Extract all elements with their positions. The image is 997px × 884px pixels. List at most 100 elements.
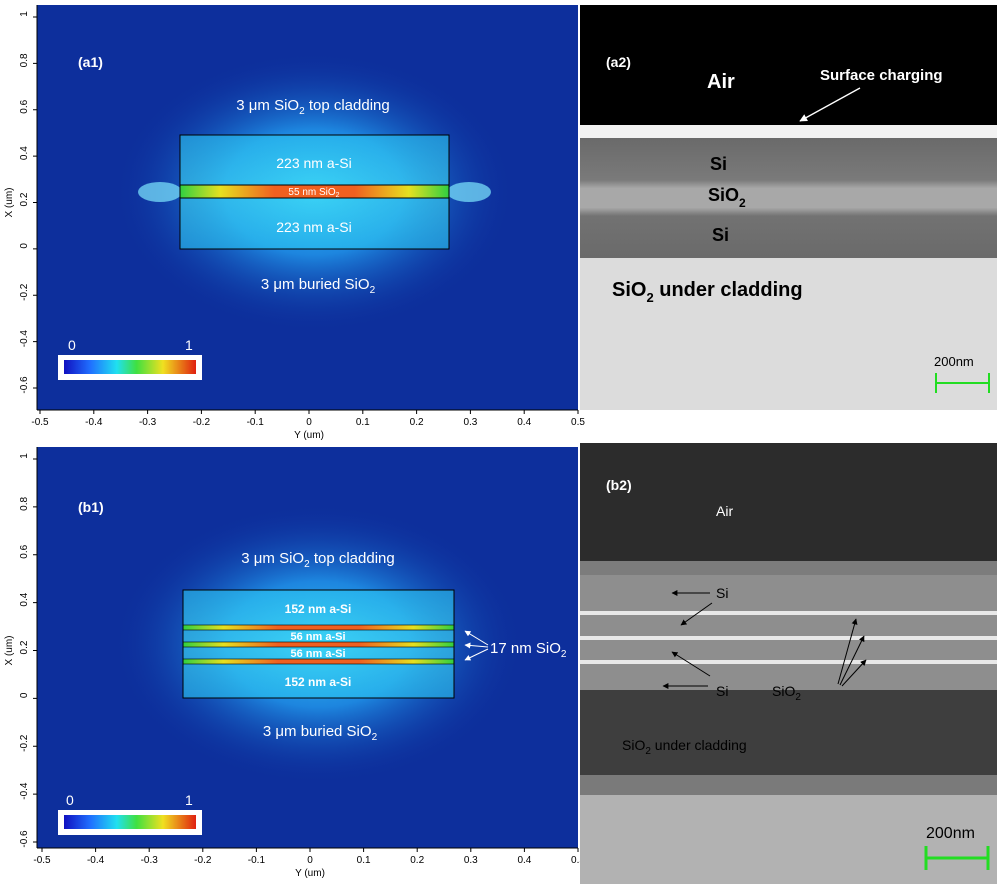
y-tick-label: -0.4 (19, 782, 30, 800)
air-region (580, 443, 997, 561)
y-tick-label: 0.4 (19, 592, 30, 606)
text: 55 nm SiO (288, 187, 335, 198)
text: 3 μm SiO (241, 550, 304, 567)
y-axis-label: X (um) (4, 636, 15, 666)
y-tick-label: -0.2 (19, 283, 30, 301)
x-tick-label: -0.1 (247, 417, 265, 428)
subscript: 2 (561, 649, 567, 660)
panel-label: (b1) (78, 499, 104, 515)
y-tick-label: 1 (19, 11, 30, 17)
panel-b1: (b1) 3 μm SiO2 top cladding 152 nm a-Si … (37, 447, 578, 848)
x-tick-label: 0.1 (357, 855, 371, 866)
subscript: 2 (372, 732, 378, 743)
x-tick-label: -0.4 (87, 855, 105, 866)
transition (580, 775, 997, 795)
colorbar-min: 0 (66, 792, 74, 808)
y-tick-label: -0.6 (19, 830, 30, 848)
panel-b2: (b2) Air Si Si SiO2 SiO2 under cladding … (580, 443, 997, 884)
x-tick-label: 0.3 (463, 417, 477, 428)
y-tick-label: 0.2 (19, 192, 30, 206)
oxide-line (580, 636, 997, 640)
x-tick-label: -0.4 (85, 417, 103, 428)
annotation: Si (712, 225, 729, 245)
panel-label: (a2) (606, 54, 631, 70)
panel-label: (a1) (78, 54, 103, 70)
x-axis-label: Y (um) (295, 868, 325, 879)
subscript: 2 (646, 290, 653, 305)
y-tick-label: -0.2 (19, 734, 30, 752)
x-tick-label: 0 (306, 417, 312, 428)
text: SiO (708, 185, 739, 205)
x-tick-label: -0.2 (194, 855, 212, 866)
annotation: 56 nm a-Si (290, 648, 345, 660)
panel-a1: (a1) 3 μm SiO2 top cladding 223 nm a-Si … (37, 5, 578, 410)
x-axis-label: Y (um) (294, 430, 324, 441)
x-tick-label: -0.3 (141, 855, 159, 866)
x-tick-label: -0.1 (248, 855, 266, 866)
oxide-line (580, 660, 997, 664)
y-tick-label: 0.6 (19, 544, 30, 558)
edge-glow (447, 182, 491, 202)
annotation: 55 nm SiO2 (288, 187, 339, 199)
x-tick-label: 0.2 (410, 417, 424, 428)
y-tick-label: -0.6 (19, 376, 30, 394)
text: SiO (622, 737, 645, 753)
subscript: 2 (336, 192, 340, 199)
x-tick-label: 0.1 (356, 417, 370, 428)
colorbar-max: 1 (185, 792, 193, 808)
annotation: Si (716, 683, 728, 699)
text: 17 nm SiO (490, 640, 561, 657)
panel-label: (b2) (606, 477, 632, 493)
y-tick-label: 0.2 (19, 640, 30, 654)
x-tick-label: -0.3 (139, 417, 157, 428)
layer-stack (580, 575, 997, 690)
x-tick-label: 0.4 (517, 417, 531, 428)
y-tick-label: 0 (19, 243, 30, 249)
under-cladding-dark (580, 690, 997, 775)
scale-label: 200nm (934, 354, 974, 369)
edge-glow (138, 182, 182, 202)
x-tick-label: 0.3 (464, 855, 478, 866)
slot-layer (183, 625, 454, 630)
y-tick-label: 0.8 (19, 53, 30, 67)
oxide-line (580, 611, 997, 615)
text: under cladding (654, 279, 803, 301)
y-tick-label: 1 (19, 453, 30, 459)
y-tick-label: 0.6 (19, 99, 30, 113)
x-tick-label: -0.2 (193, 417, 211, 428)
y-axis-label: X (um) (4, 188, 15, 218)
subscript: 2 (795, 692, 801, 703)
annotation: 223 nm a-Si (276, 155, 351, 171)
surface-layer (580, 561, 997, 575)
text: 3 μm SiO (236, 97, 299, 114)
x-tick-label: -0.5 (31, 417, 49, 428)
text: top cladding (310, 550, 395, 567)
panel-a2: (a2) Air Surface charging Si SiO2 Si SiO… (580, 5, 997, 410)
annotation: 152 nm a-Si (285, 675, 352, 689)
y-tick-label: 0.8 (19, 496, 30, 510)
x-tick-label: -0.5 (33, 855, 51, 866)
annotation: Si (716, 585, 728, 601)
y-tick-label: -0.4 (19, 330, 30, 348)
text: 3 μm buried SiO (261, 276, 370, 293)
colorbar-min: 0 (68, 337, 76, 353)
annotation: Air (707, 71, 735, 93)
x-tick-label: 0.4 (517, 855, 531, 866)
x-tick-label: 0.2 (410, 855, 424, 866)
surface-layer (580, 125, 997, 138)
annotation: Surface charging (820, 67, 943, 84)
text: 3 μm buried SiO (263, 723, 372, 740)
annotation: Air (716, 503, 733, 519)
text: SiO (612, 279, 646, 301)
annotation: 223 nm a-Si (276, 219, 351, 235)
text: top cladding (305, 97, 390, 114)
colorbar (64, 360, 196, 374)
subscript: 2 (370, 285, 376, 296)
y-tick-label: 0 (19, 692, 30, 698)
text: SiO (772, 683, 795, 699)
layer-stack (580, 138, 997, 258)
colorbar (64, 815, 196, 829)
x-tick-label: 0 (307, 855, 313, 866)
scale-label: 200nm (926, 825, 975, 842)
figure: (a1) 3 μm SiO2 top cladding 223 nm a-Si … (0, 0, 997, 884)
